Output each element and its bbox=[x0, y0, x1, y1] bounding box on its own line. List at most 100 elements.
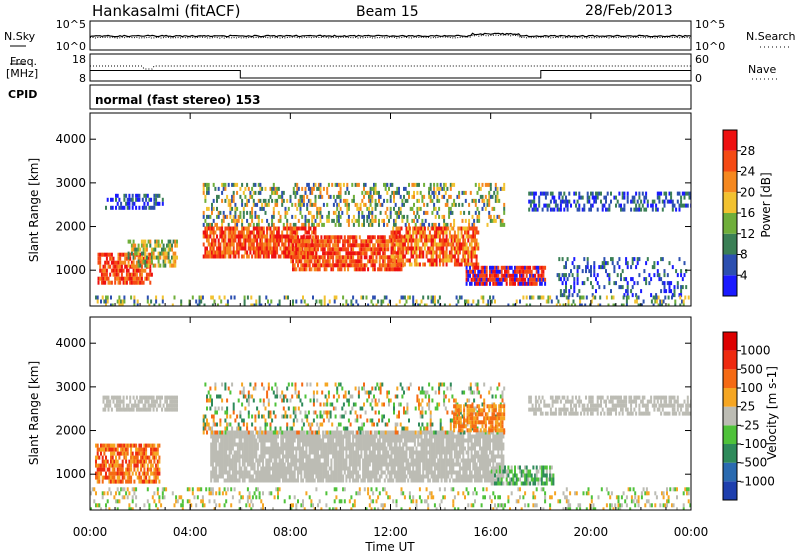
heatmap-cell bbox=[237, 246, 240, 251]
heatmap-cell bbox=[302, 243, 304, 248]
heatmap-cell bbox=[670, 199, 673, 204]
heatmap-cell bbox=[300, 430, 303, 435]
heatmap-cell bbox=[332, 251, 335, 256]
heatmap-cell bbox=[372, 259, 375, 264]
heatmap-cell bbox=[112, 272, 115, 277]
heatmap-cell bbox=[363, 202, 365, 207]
heatmap-cell bbox=[331, 218, 334, 223]
heatmap-cell bbox=[282, 466, 284, 471]
heatmap-cell bbox=[257, 182, 260, 187]
heatmap-cell bbox=[312, 182, 315, 187]
heatmap-cell bbox=[469, 242, 471, 247]
heatmap-cell bbox=[285, 446, 288, 451]
heatmap-cell bbox=[342, 182, 345, 187]
heatmap-cell bbox=[221, 182, 224, 187]
heatmap-cell bbox=[372, 263, 375, 268]
heatmap-cell bbox=[283, 454, 286, 459]
heatmap-cell bbox=[292, 226, 295, 231]
heatmap-cell bbox=[130, 447, 133, 452]
heatmap-cell bbox=[213, 466, 216, 471]
heatmap-cell bbox=[372, 243, 375, 248]
heatmap-cell bbox=[313, 267, 316, 272]
heatmap-cell bbox=[408, 230, 411, 235]
heatmap-cell bbox=[643, 207, 646, 212]
heatmap-cell bbox=[115, 395, 118, 400]
heatmap-cell bbox=[131, 197, 134, 202]
heatmap-cell bbox=[549, 407, 552, 412]
heatmap-cell bbox=[371, 214, 374, 219]
heatmap-cell bbox=[620, 273, 622, 278]
power-colorbar-label: Power [dB] bbox=[759, 172, 773, 237]
heatmap-cell bbox=[686, 395, 689, 400]
heatmap-cell bbox=[387, 259, 390, 264]
heatmap-cell bbox=[635, 403, 638, 408]
heatmap-cell bbox=[125, 451, 128, 456]
heatmap-cell bbox=[158, 471, 161, 476]
heatmap-cell bbox=[162, 259, 165, 264]
heatmap-cell bbox=[440, 258, 443, 263]
heatmap-cell bbox=[533, 191, 536, 196]
heatmap-cell bbox=[320, 255, 323, 260]
heatmap-cell bbox=[155, 399, 158, 404]
heatmap-cell bbox=[298, 259, 301, 264]
heatmap-cell bbox=[335, 251, 338, 256]
heatmap-cell bbox=[231, 458, 234, 463]
heatmap-cell bbox=[307, 259, 309, 264]
heatmap-cell bbox=[286, 222, 289, 227]
heatmap-cell bbox=[294, 222, 297, 227]
heatmap-cell bbox=[493, 218, 496, 223]
heatmap-cell bbox=[375, 251, 378, 256]
heatmap-cell bbox=[347, 202, 350, 207]
heatmap-cell bbox=[418, 198, 420, 203]
heatmap-cell bbox=[108, 443, 111, 448]
heatmap-cell bbox=[561, 395, 564, 400]
heatmap-cell bbox=[297, 186, 300, 191]
heatmap-cell bbox=[254, 226, 257, 231]
heatmap-cell bbox=[113, 463, 116, 468]
heatmap-cell bbox=[676, 399, 679, 404]
heatmap-cell bbox=[161, 407, 163, 412]
heatmap-cell bbox=[332, 202, 335, 207]
heatmap-cell bbox=[323, 450, 326, 455]
heatmap-cell bbox=[115, 197, 117, 202]
heatmap-cell bbox=[392, 226, 395, 231]
heatmap-cell bbox=[573, 403, 576, 408]
heatmap-cell bbox=[333, 299, 336, 304]
heatmap-cell bbox=[270, 478, 273, 483]
heatmap-cell bbox=[323, 470, 326, 475]
heatmap-cell bbox=[217, 194, 220, 199]
heatmap-cell bbox=[150, 451, 153, 456]
heatmap-cell bbox=[601, 395, 604, 400]
heatmap-cell bbox=[96, 443, 99, 448]
heatmap-cell bbox=[209, 226, 212, 231]
heatmap-cell bbox=[110, 459, 112, 464]
heatmap-cell bbox=[262, 234, 265, 239]
heatmap-cell bbox=[252, 182, 255, 187]
heatmap-cell bbox=[135, 451, 138, 456]
heatmap-cell bbox=[578, 399, 581, 404]
heatmap-cell bbox=[479, 281, 481, 286]
heatmap-cell bbox=[440, 250, 443, 255]
heatmap-cell bbox=[138, 197, 141, 202]
heatmap-cell bbox=[282, 222, 285, 227]
heatmap-cell bbox=[615, 195, 617, 200]
heatmap-cell bbox=[347, 267, 350, 272]
heatmap-cell bbox=[393, 246, 396, 251]
heatmap-cell bbox=[428, 186, 431, 191]
heatmap-cell bbox=[382, 263, 385, 268]
heatmap-cell bbox=[317, 243, 319, 248]
heatmap-cell bbox=[149, 260, 152, 265]
heatmap-cell bbox=[125, 272, 128, 277]
heatmap-cell bbox=[499, 269, 501, 274]
noise-right-tick-top: 10^5 bbox=[695, 18, 725, 31]
heatmap-cell bbox=[443, 250, 446, 255]
heatmap-cell bbox=[118, 455, 121, 460]
heatmap-cell bbox=[248, 442, 251, 447]
heatmap-cell bbox=[435, 234, 438, 239]
heatmap-cell bbox=[121, 299, 124, 304]
heatmap-cell bbox=[156, 463, 159, 468]
heatmap-cell bbox=[432, 295, 435, 300]
heatmap-cell bbox=[330, 450, 333, 455]
heatmap-cell bbox=[311, 222, 314, 227]
heatmap-cell bbox=[159, 243, 162, 248]
